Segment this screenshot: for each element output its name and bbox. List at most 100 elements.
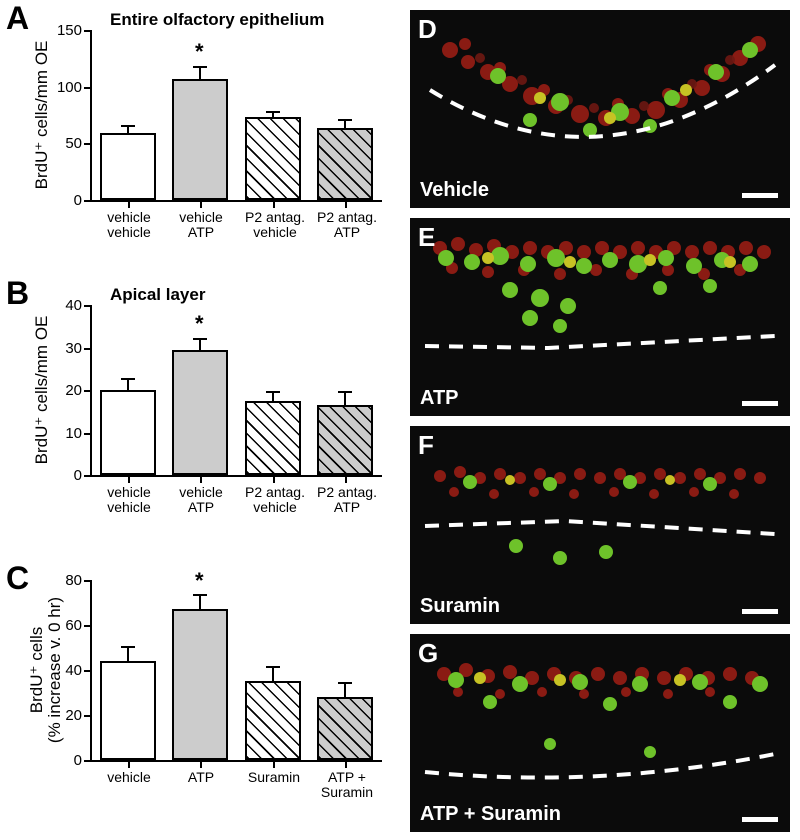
- micrograph-f: F Suramin: [410, 426, 790, 624]
- tick-label: 20: [50, 382, 82, 399]
- tick: [200, 477, 202, 483]
- error-bar: [344, 683, 346, 697]
- bar: [245, 117, 301, 200]
- tick: [84, 348, 90, 350]
- tick-label: 100: [50, 79, 82, 96]
- xlabel: P2 antag.vehicle: [240, 210, 310, 239]
- xlabel: ATP +Suramin: [312, 770, 382, 799]
- error-bar: [199, 67, 201, 79]
- tick: [273, 762, 275, 768]
- tick-label: 0: [50, 467, 82, 484]
- tick: [84, 715, 90, 717]
- error-cap: [338, 682, 352, 684]
- micrograph-d-caption: Vehicle: [420, 179, 489, 202]
- error-cap: [266, 111, 280, 113]
- error-cap: [121, 125, 135, 127]
- micrograph-g-caption: ATP + Suramin: [420, 803, 561, 826]
- bar: [317, 128, 373, 200]
- tick: [84, 200, 90, 202]
- significance-star: *: [195, 311, 204, 337]
- error-bar: [344, 392, 346, 405]
- chart-b: B Apical layer 0 10 20 30 40 BrdU⁺ cells…: [0, 275, 400, 535]
- scalebar: [742, 193, 778, 198]
- micrograph-e-caption: ATP: [420, 387, 459, 410]
- tick: [84, 760, 90, 762]
- panel-letter-f: F: [418, 430, 434, 461]
- chart-c-bars: *: [92, 580, 382, 760]
- tick: [345, 202, 347, 208]
- tick: [84, 143, 90, 145]
- tick-label: 0: [50, 192, 82, 209]
- scalebar: [742, 817, 778, 822]
- significance-star: *: [195, 568, 204, 594]
- xlabel: P2 antag.ATP: [312, 485, 382, 514]
- chart-a-bars: *: [92, 30, 382, 200]
- tick: [84, 305, 90, 307]
- error-cap: [193, 594, 207, 596]
- chart-c-xaxis: [90, 760, 382, 762]
- panel-letter-c: C: [6, 560, 29, 597]
- tick-label: 50: [50, 135, 82, 152]
- micrograph-f-caption: Suramin: [420, 595, 500, 618]
- error-cap: [193, 338, 207, 340]
- error-cap: [338, 119, 352, 121]
- error-cap: [121, 646, 135, 648]
- xlabel: Suramin: [238, 770, 310, 785]
- tick: [345, 762, 347, 768]
- error-bar: [199, 339, 201, 350]
- tick: [84, 475, 90, 477]
- error-cap: [266, 391, 280, 393]
- error-bar: [127, 647, 129, 661]
- bar: [100, 390, 156, 475]
- panel-letter-e: E: [418, 222, 435, 253]
- micrograph-d: D Vehicle: [410, 10, 790, 208]
- xlabel: vehicleATP: [168, 485, 234, 514]
- scalebar: [742, 401, 778, 406]
- tick: [84, 390, 90, 392]
- tick: [200, 762, 202, 768]
- panel-letter-d: D: [418, 14, 437, 45]
- tick: [84, 433, 90, 435]
- error-bar: [127, 126, 129, 133]
- error-bar: [272, 392, 274, 401]
- chart-c: C 0 20 40 60 80 BrdU⁺ cells(% increase v…: [0, 560, 400, 830]
- xlabel: vehiclevehicle: [96, 210, 162, 239]
- chart-a-xaxis: [90, 200, 382, 202]
- micrograph-e-svg: [410, 218, 790, 416]
- figure-root: A Entire olfactory epithelium 0 50 100 1…: [0, 0, 800, 840]
- micrograph-g: G ATP + Suramin: [410, 634, 790, 832]
- error-bar: [344, 120, 346, 128]
- tick: [84, 625, 90, 627]
- tick: [128, 202, 130, 208]
- bar: [172, 350, 228, 475]
- panel-letter-b: B: [6, 275, 29, 312]
- bar: [100, 661, 156, 760]
- xlabel: vehicle: [96, 770, 162, 785]
- bar: [317, 405, 373, 475]
- error-bar: [199, 595, 201, 609]
- tick: [84, 30, 90, 32]
- bar: [172, 79, 228, 200]
- tick-label: 40: [50, 297, 82, 314]
- bar: [172, 609, 228, 760]
- panel-letter-a: A: [6, 0, 29, 37]
- xlabel: vehicleATP: [168, 210, 234, 239]
- chart-a-ylabel: BrdU⁺ cells/mm OE: [32, 30, 52, 200]
- chart-a: A Entire olfactory epithelium 0 50 100 1…: [0, 0, 400, 260]
- xlabel: P2 antag.vehicle: [240, 485, 310, 514]
- panel-letter-g: G: [418, 638, 438, 669]
- error-cap: [193, 66, 207, 68]
- error-cap: [338, 391, 352, 393]
- xlabel: P2 antag.ATP: [312, 210, 382, 239]
- xlabel: ATP: [168, 770, 234, 785]
- chart-b-title: Apical layer: [110, 285, 205, 305]
- significance-star: *: [195, 39, 204, 65]
- tick: [84, 580, 90, 582]
- tick: [273, 477, 275, 483]
- tick-label: 150: [50, 22, 82, 39]
- error-bar: [127, 379, 129, 390]
- bar: [317, 697, 373, 760]
- tick: [273, 202, 275, 208]
- error-bar: [272, 667, 274, 681]
- tick: [84, 87, 90, 89]
